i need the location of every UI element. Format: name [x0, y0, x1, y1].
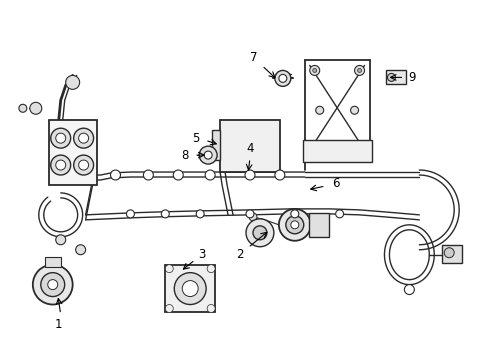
Circle shape [161, 210, 169, 218]
Text: 3: 3 [198, 248, 205, 261]
Circle shape [30, 102, 41, 114]
Circle shape [74, 155, 93, 175]
Circle shape [245, 219, 273, 247]
Text: 7: 7 [250, 51, 257, 64]
Circle shape [285, 216, 303, 234]
Circle shape [56, 235, 65, 245]
Bar [45, 257, 61, 267]
Circle shape [404, 285, 413, 294]
Circle shape [278, 209, 310, 241]
Circle shape [278, 75, 286, 82]
Circle shape [182, 280, 198, 297]
Circle shape [443, 248, 453, 258]
Circle shape [74, 128, 93, 148]
Text: 1: 1 [55, 318, 62, 331]
Text: 5: 5 [192, 132, 200, 145]
Circle shape [335, 210, 343, 218]
Circle shape [309, 66, 319, 75]
Circle shape [174, 273, 206, 305]
Circle shape [79, 133, 88, 143]
Bar [220, 120, 279, 172]
Circle shape [199, 146, 217, 164]
Bar [441, 245, 461, 263]
Circle shape [41, 273, 64, 297]
Circle shape [274, 170, 285, 180]
Circle shape [207, 265, 215, 273]
Circle shape [126, 210, 134, 218]
Text: 9: 9 [408, 71, 415, 84]
Circle shape [79, 160, 88, 170]
Text: 2: 2 [236, 248, 244, 261]
Circle shape [196, 210, 203, 218]
Circle shape [350, 106, 358, 114]
Circle shape [244, 170, 254, 180]
Bar [308, 213, 328, 237]
Bar [302, 140, 371, 162]
Circle shape [51, 128, 71, 148]
Circle shape [205, 170, 215, 180]
Circle shape [165, 305, 173, 312]
Circle shape [65, 75, 80, 89]
Text: 4: 4 [246, 141, 253, 155]
Circle shape [290, 221, 298, 229]
Circle shape [274, 71, 290, 86]
Circle shape [48, 280, 58, 289]
Circle shape [76, 245, 85, 255]
Circle shape [143, 170, 153, 180]
Circle shape [245, 210, 253, 218]
Bar [49, 120, 96, 185]
Circle shape [248, 213, 256, 221]
Circle shape [312, 68, 316, 72]
Circle shape [354, 66, 364, 75]
Circle shape [51, 155, 71, 175]
Circle shape [203, 151, 212, 159]
Circle shape [207, 305, 215, 312]
Circle shape [252, 226, 266, 240]
Circle shape [386, 73, 395, 81]
Circle shape [315, 106, 323, 114]
Circle shape [19, 104, 27, 112]
Bar [165, 265, 215, 312]
Circle shape [110, 170, 120, 180]
Circle shape [56, 160, 65, 170]
Circle shape [33, 265, 73, 305]
Circle shape [357, 68, 361, 72]
Bar [386, 71, 406, 84]
Text: 6: 6 [331, 177, 339, 190]
Bar [212, 130, 220, 160]
Circle shape [290, 210, 298, 218]
Circle shape [165, 265, 173, 273]
Circle shape [56, 133, 65, 143]
Circle shape [173, 170, 183, 180]
Text: 8: 8 [181, 149, 188, 162]
